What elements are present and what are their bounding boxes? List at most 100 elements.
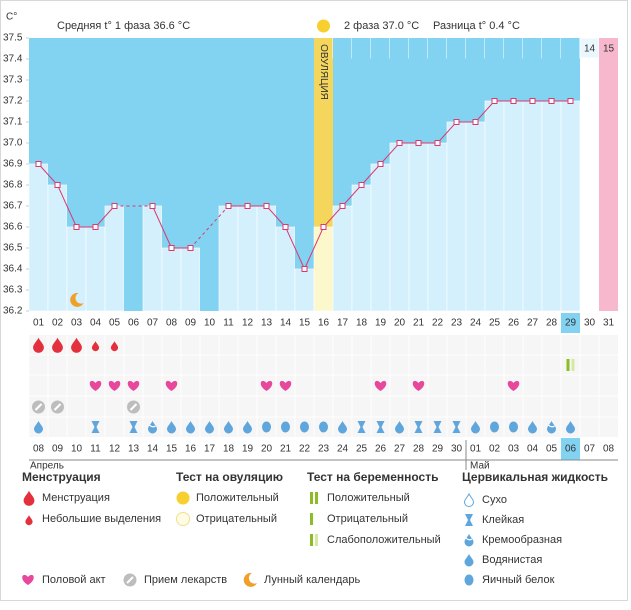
blank-column xyxy=(580,58,599,311)
icon-part xyxy=(566,421,575,434)
temperature-point xyxy=(510,98,517,104)
sky xyxy=(485,38,504,101)
icon-preg_neg xyxy=(310,513,313,525)
y-tick-label: 36.7 xyxy=(3,201,23,212)
date-label: 04 xyxy=(527,444,539,455)
icon-sticky xyxy=(414,421,423,433)
day-label: 01 xyxy=(33,318,45,329)
temperature-point xyxy=(548,98,555,104)
temperature-point xyxy=(149,203,156,209)
temperature-bar xyxy=(446,121,467,312)
y-tick-label: 36.6 xyxy=(3,222,23,233)
temperature-difference: Разница t° 0.4 °C xyxy=(433,20,520,32)
day-label: 31 xyxy=(603,318,615,329)
temperature-point xyxy=(472,119,479,125)
rows-bg xyxy=(29,335,618,437)
icon-heart xyxy=(22,574,34,585)
icon-heart xyxy=(165,380,178,391)
sky xyxy=(162,38,181,248)
temperature-point xyxy=(54,182,61,188)
temperature-point xyxy=(396,140,403,146)
temperature-bar xyxy=(294,268,315,312)
icon-part xyxy=(279,380,292,391)
icon-part xyxy=(315,492,318,504)
sky xyxy=(542,38,561,101)
icon-part xyxy=(319,421,328,433)
icon-sticky xyxy=(465,514,473,526)
icon-part xyxy=(126,576,134,584)
legend-label: Кремообразная xyxy=(482,534,562,546)
sky xyxy=(276,38,295,227)
icon-part xyxy=(129,421,138,433)
icon-preg_pos xyxy=(310,492,318,504)
temperature-bar xyxy=(332,205,353,312)
temperature-bar xyxy=(275,226,296,312)
icon-watery xyxy=(34,421,43,434)
icon-sticky xyxy=(357,421,366,433)
temperature-point xyxy=(244,203,251,209)
temperature-point xyxy=(73,224,80,230)
icon-watery xyxy=(167,421,176,434)
icon-part xyxy=(357,421,366,433)
icon-part xyxy=(507,380,520,391)
date-label: 05 xyxy=(546,444,558,455)
icon-part xyxy=(70,292,84,307)
icon-part xyxy=(471,421,480,434)
y-tick-label: 36.3 xyxy=(3,285,23,296)
date-label: 22 xyxy=(299,444,311,455)
icon-part xyxy=(566,359,570,371)
icon-sticky xyxy=(376,421,385,433)
y-tick-label: 37.5 xyxy=(3,33,23,44)
day-label: 16 xyxy=(318,318,330,329)
date-label: 27 xyxy=(394,444,406,455)
icon-pill xyxy=(51,400,64,414)
day-label: 04 xyxy=(90,318,102,329)
y-tick-label: 36.9 xyxy=(3,159,23,170)
sky xyxy=(428,38,447,143)
date-label: 28 xyxy=(413,444,425,455)
temperature-point xyxy=(225,203,232,209)
icon-sticky xyxy=(129,421,138,433)
legend-label: Менструация xyxy=(42,492,110,504)
icon-part xyxy=(149,424,156,428)
temperature-bar xyxy=(541,100,562,312)
legend-label: Положительный xyxy=(327,492,410,504)
y-tick-label: 37.3 xyxy=(3,75,23,86)
legend-label: Яичный белок xyxy=(482,574,555,586)
icon-heart xyxy=(507,380,520,391)
icon-moon xyxy=(70,292,84,307)
icon-preg_weak xyxy=(310,534,318,546)
icon-heart xyxy=(127,380,140,391)
icon-part xyxy=(129,403,138,411)
temperature-bar xyxy=(351,184,372,312)
icon-heart xyxy=(108,380,121,391)
date-label: 02 xyxy=(489,444,501,455)
icon-part xyxy=(463,492,475,507)
ovulation-label: ОВУЛЯЦИЯ xyxy=(318,44,329,100)
icon-egg xyxy=(281,421,290,433)
temperature-bar xyxy=(427,142,448,312)
icon-part xyxy=(317,19,330,33)
temperature-bar xyxy=(408,142,429,312)
temperature-bar xyxy=(218,205,239,312)
icon-egg xyxy=(509,421,518,433)
icon-part xyxy=(338,421,347,434)
day-label: 09 xyxy=(185,318,197,329)
sky xyxy=(409,38,428,143)
legend-title: Тест на овуляцию xyxy=(176,470,283,484)
sky xyxy=(390,38,409,143)
icon-part xyxy=(395,421,404,434)
icon-egg xyxy=(262,421,271,433)
icon-part xyxy=(176,512,190,526)
date-label: 06 xyxy=(565,444,577,455)
icon-heart xyxy=(279,380,292,391)
icon-part xyxy=(465,537,473,541)
icon-watery xyxy=(395,421,404,434)
day-label: 11 xyxy=(223,318,234,329)
date-label: 11 xyxy=(90,444,101,455)
sky xyxy=(333,38,352,206)
sky xyxy=(523,38,542,101)
temperature-point xyxy=(358,182,365,188)
date-label: 18 xyxy=(223,444,235,455)
date-label: 29 xyxy=(432,444,444,455)
